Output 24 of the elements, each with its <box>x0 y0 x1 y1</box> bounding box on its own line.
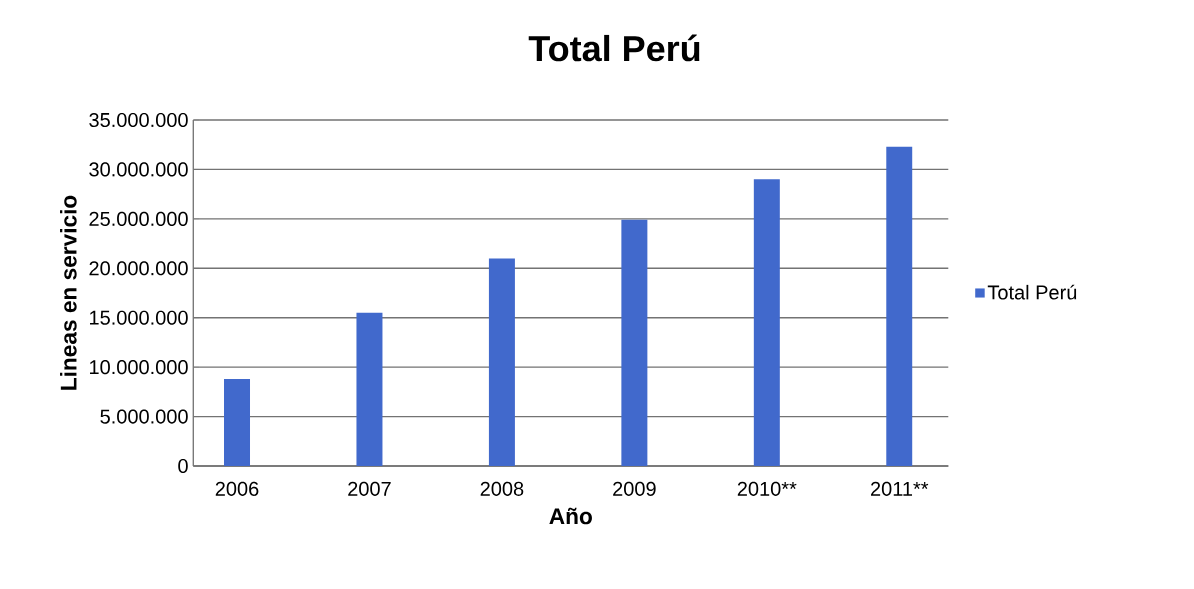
bar <box>488 258 515 466</box>
y-tick-label: 5.000.000 <box>100 409 188 424</box>
bar <box>356 312 383 466</box>
chart-title: Total Perú <box>528 34 700 62</box>
x-tick-label: 2011** <box>871 481 929 496</box>
y-tick-label: 25.000.000 <box>89 211 188 226</box>
x-tick-label: 2006 <box>215 481 259 496</box>
y-tick-label: 15.000.000 <box>90 310 188 325</box>
bar <box>621 219 648 466</box>
x-tick-label: 2007 <box>348 481 391 496</box>
y-tick-label: 35.000.000 <box>89 112 188 128</box>
bar <box>753 179 780 466</box>
bar <box>224 379 250 466</box>
y-axis-title: Lineas en servicio <box>60 195 77 390</box>
legend-label: Total Perú <box>987 284 1077 300</box>
y-tick-label: 20.000.000 <box>89 261 188 276</box>
y-tick-label: 10.000.000 <box>90 360 188 375</box>
bar <box>886 146 913 466</box>
x-tick-label: 2008 <box>480 481 524 496</box>
x-tick-label: 2010** <box>737 481 797 496</box>
y-tick-label: 30.000.000 <box>89 162 188 177</box>
x-axis-title: Año <box>549 507 592 525</box>
y-tick-label: 0 <box>178 458 188 474</box>
x-tick-label: 2009 <box>613 481 656 496</box>
